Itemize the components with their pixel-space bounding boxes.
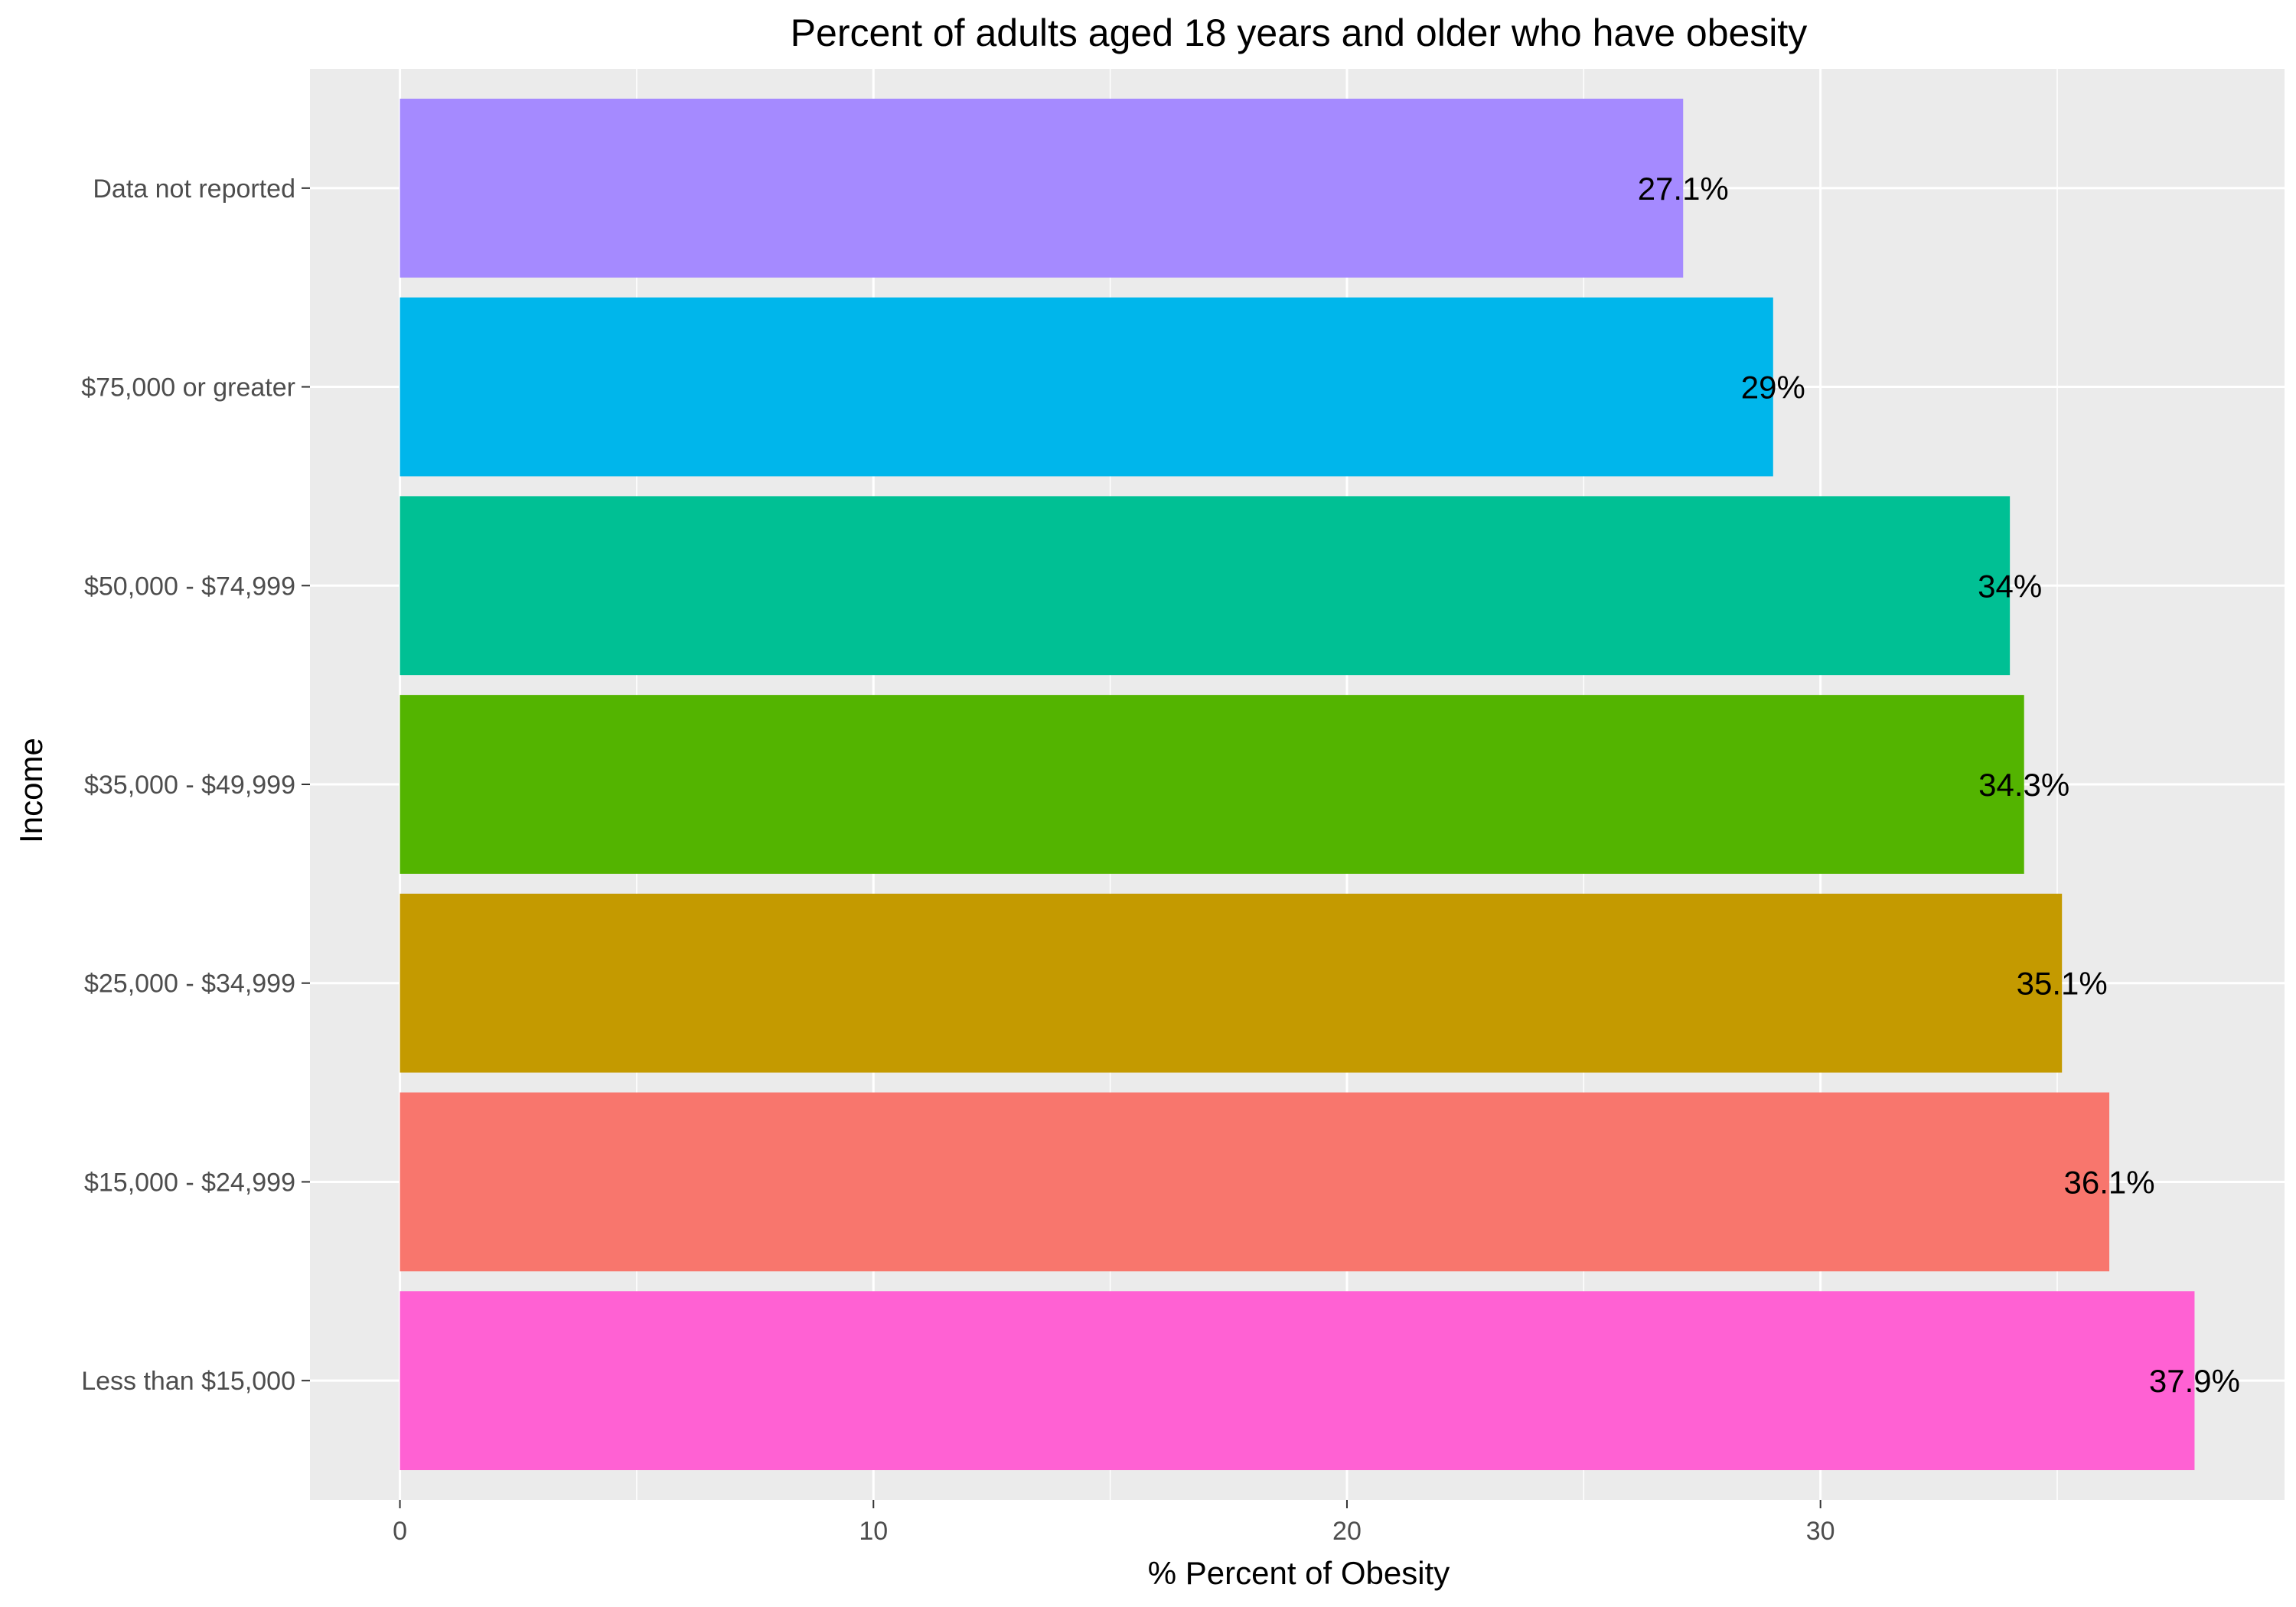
bar bbox=[400, 1092, 2110, 1272]
y-axis: Less than $15,000 $15,000 - $24,999 $25,00… bbox=[81, 174, 310, 1396]
bar bbox=[400, 893, 2063, 1073]
y-tick-label: Less than $15,000 bbox=[81, 1367, 295, 1396]
bar-value-label: 35.1% bbox=[2017, 966, 2108, 1002]
chart-title: Percent of adults aged 18 years and olde… bbox=[791, 11, 1808, 54]
bar-value-label: 37.9% bbox=[2149, 1363, 2240, 1399]
bar-value-label: 27.1% bbox=[1638, 171, 1729, 207]
x-axis: 0 10 20 30 bbox=[393, 1500, 1835, 1546]
bar-value-label: 34% bbox=[1978, 568, 2042, 604]
y-tick-label: $35,000 - $49,999 bbox=[84, 771, 295, 800]
bar bbox=[400, 1291, 2195, 1471]
x-tick-label: 10 bbox=[859, 1517, 888, 1546]
y-tick-label: Data not reported bbox=[93, 174, 295, 204]
bar-labels: 37.9% 36.1% 35.1% 34.3% 34% 29% 27.1% bbox=[1638, 171, 2240, 1399]
y-axis-title: Income bbox=[13, 738, 49, 843]
y-tick-label: $15,000 - $24,999 bbox=[84, 1168, 295, 1197]
bar bbox=[400, 496, 2011, 676]
bar bbox=[400, 695, 2024, 874]
y-tick-label: $25,000 - $34,999 bbox=[84, 970, 295, 999]
x-tick-label: 0 bbox=[393, 1517, 407, 1546]
y-tick-label: $50,000 - $74,999 bbox=[84, 572, 295, 601]
bar bbox=[400, 98, 1684, 278]
x-tick-label: 30 bbox=[1806, 1517, 1835, 1546]
bar-value-label: 29% bbox=[1741, 370, 1805, 406]
bars bbox=[400, 98, 2195, 1471]
bar-value-label: 34.3% bbox=[1978, 767, 2069, 803]
bar bbox=[400, 297, 1773, 477]
y-tick-label: $75,000 or greater bbox=[81, 373, 295, 403]
x-axis-title: % Percent of Obesity bbox=[1148, 1555, 1450, 1591]
bar-value-label: 36.1% bbox=[2064, 1164, 2155, 1200]
x-tick-label: 20 bbox=[1332, 1517, 1362, 1546]
